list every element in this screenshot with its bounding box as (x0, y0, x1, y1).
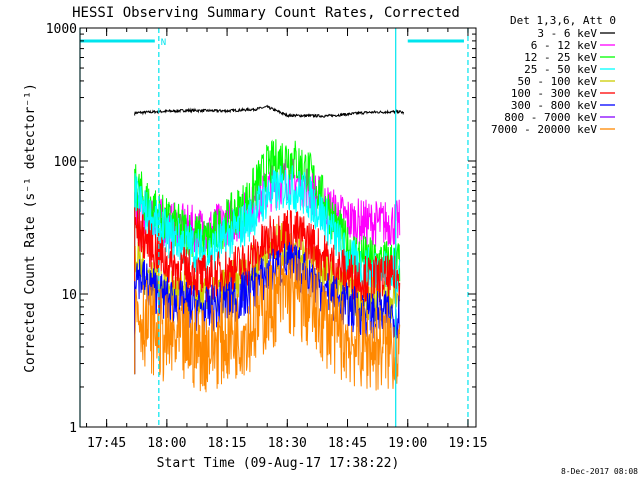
series-line (134, 104, 405, 119)
x-tick-label: 18:30 (268, 436, 307, 451)
legend-label: 12 - 25 keV (524, 51, 597, 64)
x-tick-label: 17:45 (87, 436, 126, 451)
plot-frame (79, 27, 477, 428)
x-tick-label: 18:15 (208, 436, 247, 451)
x-tick-label: 18:00 (147, 436, 186, 451)
y-axis-label: Corrected Count Rate (s⁻¹ detector⁻¹) (23, 83, 38, 373)
attenuator-bar-label: N (161, 38, 166, 48)
y-tick-label: 1000 (46, 22, 77, 37)
legend-label: 800 - 7000 keV (504, 111, 597, 124)
x-tick-label: 19:15 (448, 436, 487, 451)
x-axis: 17:45 18:00 18:15 18:30 18:45 19:00 19:15 (86, 28, 488, 451)
legend-label: 100 - 300 keV (511, 87, 597, 100)
plot-area (134, 104, 405, 393)
legend-label: 25 - 50 keV (524, 63, 597, 76)
legend-label: 300 - 800 keV (511, 99, 597, 112)
x-axis-label: Start Time (09-Aug-17 17:38:22) (157, 456, 400, 471)
y-tick-label: 1 (69, 421, 77, 436)
date-stamp: 8-Dec-2017 08:08 (561, 467, 638, 476)
chart-title: HESSI Observing Summary Count Rates, Cor… (72, 5, 460, 21)
legend-label: 50 - 100 keV (518, 75, 598, 88)
x-tick-label: 19:00 (388, 436, 427, 451)
y-axis: 1 10 100 1000 (46, 22, 476, 436)
legend-title: Det 1,3,6, Att 0 (510, 14, 616, 27)
series-line (134, 255, 401, 393)
legend-label: 7000 - 20000 keV (491, 123, 597, 136)
legend-label: 3 - 6 keV (537, 27, 597, 40)
y-tick-label: 100 (54, 155, 77, 170)
legend-label: 6 - 12 keV (531, 39, 598, 52)
x-tick-label: 18:45 (328, 436, 367, 451)
y-tick-label: 10 (61, 288, 77, 303)
